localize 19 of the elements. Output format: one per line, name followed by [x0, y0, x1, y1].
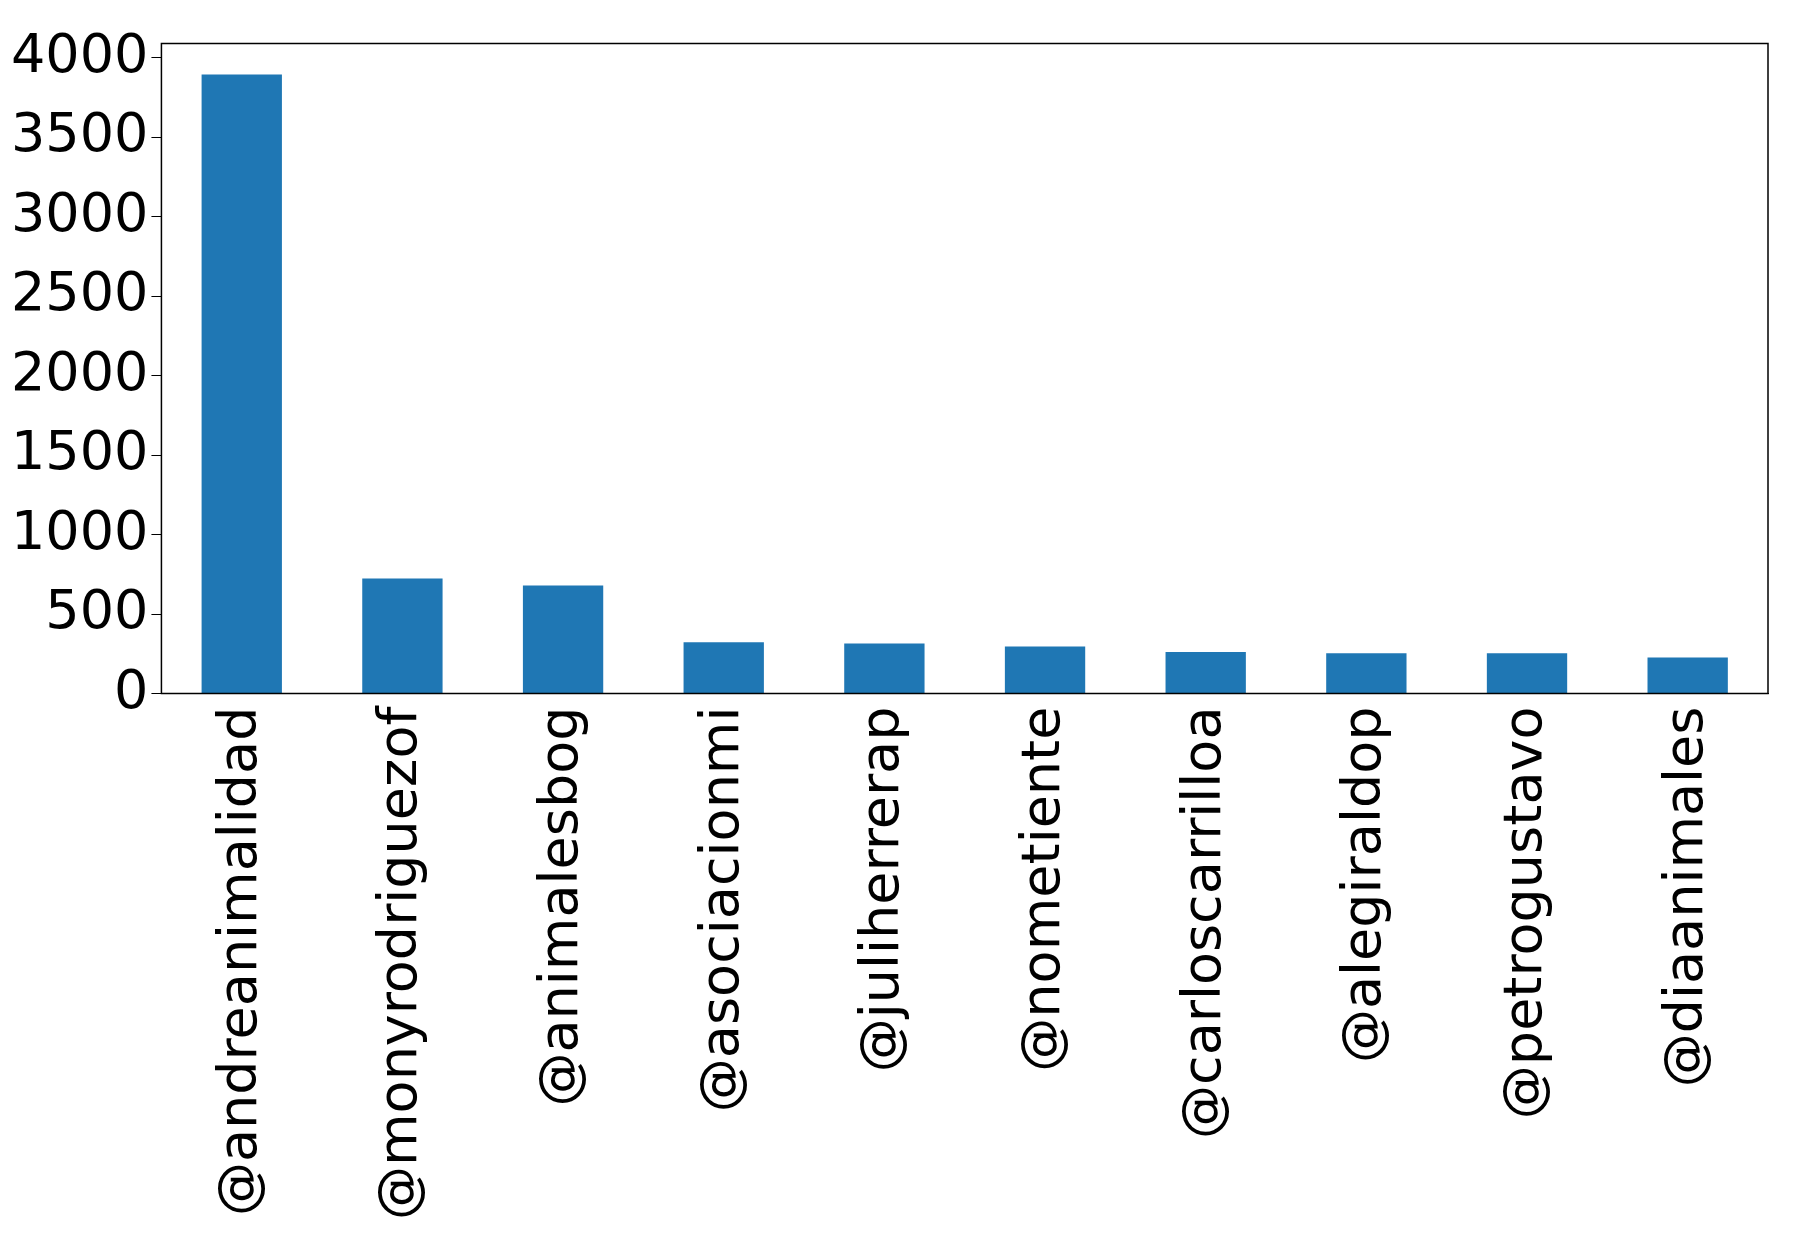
y-tick-label: 3500 [10, 101, 149, 165]
y-tick-label: 2500 [10, 260, 149, 324]
x-tick-label: @petrogustavo [1491, 706, 1555, 1120]
y-tick-label: 1500 [10, 419, 149, 483]
x-tick-label: @diaanimales [1651, 706, 1715, 1088]
y-tick-label: 500 [45, 578, 149, 642]
x-tick-label: @animalesbog [527, 706, 591, 1107]
y-tick-label: 3000 [10, 180, 149, 244]
y-tick-label: 2000 [10, 339, 149, 403]
x-tick-label: @monyrodriguezof [366, 704, 430, 1221]
y-tick-label: 0 [114, 657, 149, 721]
y-tick-label: 1000 [10, 498, 149, 562]
x-tick-label: @nometiente [1009, 706, 1073, 1072]
x-tick-label: @juliherrerap [848, 706, 912, 1073]
x-tick-label: @andreanimalidad [205, 706, 269, 1217]
x-tick-label: @alegiraldop [1330, 706, 1394, 1064]
x-tick-label: @carloscarrilloa [1169, 706, 1233, 1140]
x-tick-label: @asociacionmi [687, 706, 751, 1113]
y-tick-label: 4000 [10, 21, 149, 85]
